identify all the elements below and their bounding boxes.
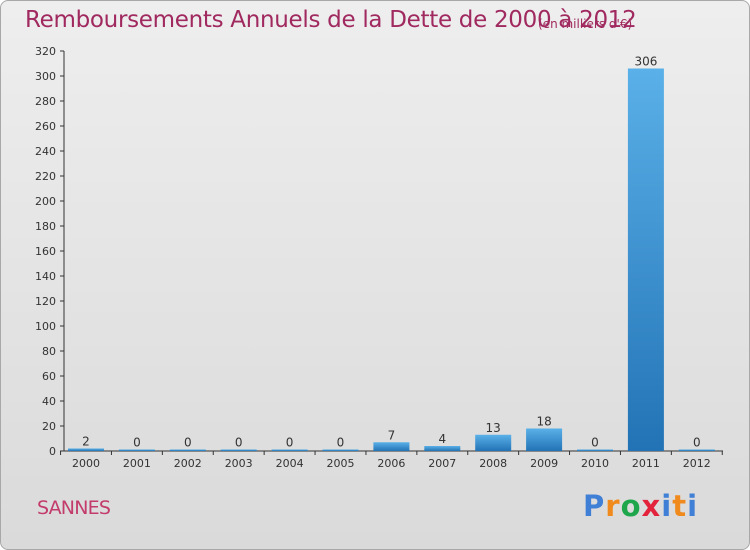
bar <box>373 442 410 451</box>
bar <box>169 449 206 451</box>
bar-value-label: 0 <box>235 436 243 450</box>
bar-value-label: 0 <box>591 436 599 450</box>
y-tick-label: 280 <box>35 95 56 108</box>
y-tick-label: 220 <box>35 170 56 183</box>
x-tick-label: 2010 <box>581 457 609 470</box>
y-tick-label: 200 <box>35 195 56 208</box>
y-tick-label: 160 <box>35 245 56 258</box>
x-tick-label: 2003 <box>225 457 253 470</box>
y-tick-label: 40 <box>42 395 56 408</box>
y-tick-label: 140 <box>35 270 56 283</box>
x-tick-label: 2004 <box>276 457 304 470</box>
bar-value-label: 306 <box>634 55 657 69</box>
chart-title: Remboursements Annuels de la Dette de 20… <box>25 7 637 33</box>
logo-letter: P <box>583 489 606 523</box>
bar <box>271 449 308 451</box>
bar-value-label: 0 <box>286 436 294 450</box>
bar-value-label: 2 <box>82 435 90 449</box>
x-tick-label: 2002 <box>174 457 202 470</box>
logo-letter: x <box>641 489 662 523</box>
x-tick-label: 2006 <box>377 457 405 470</box>
bar <box>220 449 257 451</box>
bar-value-label: 7 <box>388 428 396 442</box>
y-tick-label: 300 <box>35 70 56 83</box>
x-tick-label: 2012 <box>683 457 711 470</box>
proxiti-logo: Proxiti <box>583 489 698 523</box>
logo-letter: i <box>661 489 673 523</box>
y-tick-label: 60 <box>42 370 56 383</box>
logo-letter: r <box>605 489 621 523</box>
bar <box>627 68 664 451</box>
bar <box>424 446 461 451</box>
bar <box>577 449 613 451</box>
bar <box>526 428 563 451</box>
bar <box>118 449 155 451</box>
bar-value-label: 0 <box>184 436 192 450</box>
bar-value-label: 0 <box>693 436 701 450</box>
bar <box>322 449 359 451</box>
bar-value-label: 4 <box>438 432 446 446</box>
x-tick-label: 2008 <box>479 457 507 470</box>
bar-value-label: 13 <box>486 421 501 435</box>
x-tick-label: 2011 <box>632 457 660 470</box>
logo-letter: t <box>672 489 688 523</box>
data-labels: 2 0 0 0 0 0 7 4 13 18 0 306 0 <box>82 55 700 450</box>
x-tick-label: 2005 <box>327 457 355 470</box>
x-tick-label: 2007 <box>428 457 456 470</box>
logo-letter: o <box>620 489 642 523</box>
x-tick-label: 2001 <box>123 457 151 470</box>
y-tick-label: 120 <box>35 295 56 308</box>
y-tick-label: 100 <box>35 320 56 333</box>
y-tick-label: 260 <box>35 120 56 133</box>
chart-subtitle: (en milliers d'€) <box>538 17 633 31</box>
bar-value-label: 0 <box>133 436 141 450</box>
y-tick-label: 0 <box>49 445 56 458</box>
x-tick-label: 2009 <box>530 457 558 470</box>
bars <box>68 68 715 451</box>
place-name: SANNES <box>37 497 111 519</box>
bar <box>475 434 512 451</box>
y-tick-label: 320 <box>35 45 56 58</box>
y-tick-label: 180 <box>35 220 56 233</box>
bar <box>678 449 715 451</box>
logo-letter: i <box>687 489 699 523</box>
x-tick-label: 2000 <box>72 457 100 470</box>
axes: 0204060801001201401601802002202402602803… <box>35 45 723 470</box>
bar-value-label: 0 <box>337 436 345 450</box>
bar-value-label: 18 <box>536 415 551 429</box>
bar <box>68 448 104 451</box>
y-tick-label: 80 <box>42 345 56 358</box>
y-tick-label: 20 <box>42 420 56 433</box>
y-tick-label: 240 <box>35 145 56 158</box>
